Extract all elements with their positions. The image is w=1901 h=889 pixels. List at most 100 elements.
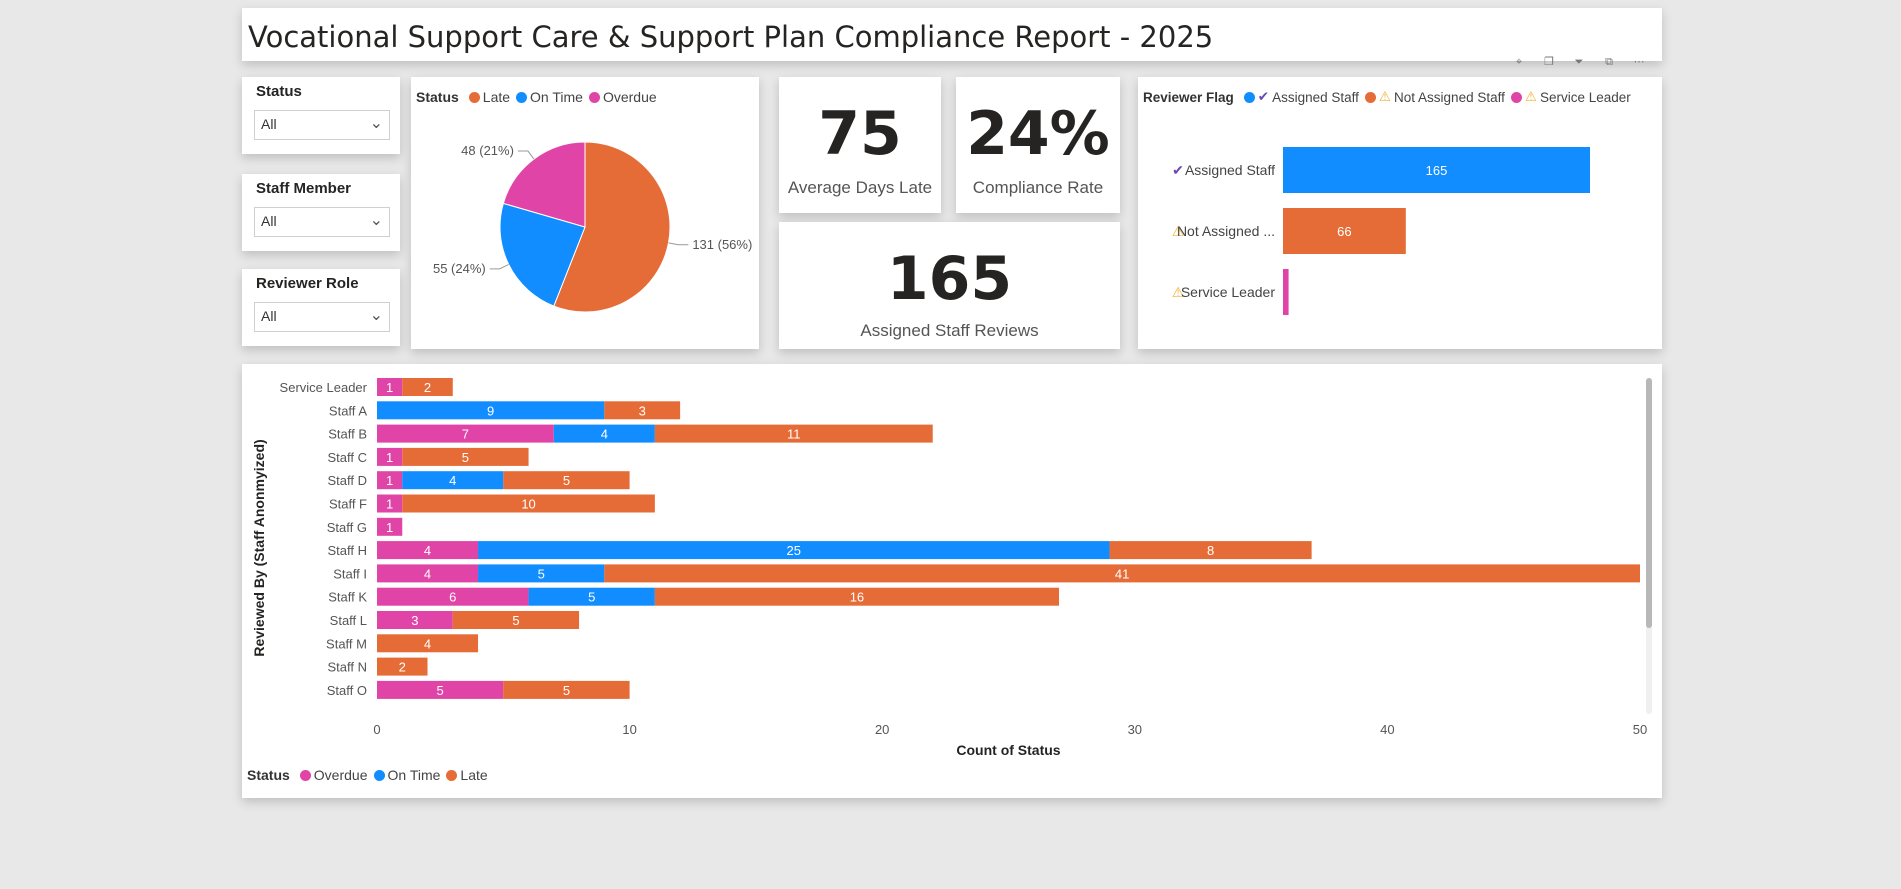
status-dropdown[interactable]: All ⌄ bbox=[254, 110, 390, 140]
legend-label: On Time bbox=[530, 89, 583, 105]
kpi-caption: Average Days Late bbox=[787, 178, 933, 197]
reviewer-role-dropdown[interactable]: All ⌄ bbox=[254, 302, 390, 332]
slicer-reviewer-role: Reviewer Role All ⌄ bbox=[242, 269, 400, 346]
scrollbar-track[interactable] bbox=[1646, 378, 1652, 714]
bar-data-label: 8 bbox=[1207, 543, 1214, 558]
kpi-value: 75 bbox=[818, 99, 902, 169]
filter-icon[interactable]: ⏷ bbox=[1574, 55, 1584, 68]
slicer-label: Status bbox=[256, 83, 302, 100]
bar-data-label: 1 bbox=[386, 520, 393, 535]
bar-data-label: 7 bbox=[462, 427, 469, 442]
bar-data-label: 5 bbox=[538, 566, 545, 581]
pie-legend: Status Late On Time Overdue bbox=[416, 89, 659, 105]
legend-dot bbox=[299, 769, 311, 781]
bar-data-label: 25 bbox=[787, 543, 801, 558]
chevron-down-icon: ⌄ bbox=[369, 210, 383, 229]
stacked-bar-segment[interactable] bbox=[377, 471, 403, 490]
stacked-bar-segment[interactable] bbox=[654, 587, 1060, 606]
legend-dot bbox=[1243, 91, 1255, 103]
status-pie-card: Status Late On Time Overdue 131 (56%) 55 … bbox=[411, 77, 759, 349]
kpi-compliance-rate: 24% Compliance Rate bbox=[956, 77, 1120, 213]
bar-data-label: 4 bbox=[424, 636, 431, 651]
more-icon[interactable]: ⋯ bbox=[1633, 55, 1645, 68]
stacked-bar-segment[interactable] bbox=[377, 447, 403, 466]
stacked-bar-segment[interactable] bbox=[503, 680, 630, 699]
pie-slice[interactable] bbox=[502, 141, 586, 228]
stacked-bar-segment[interactable] bbox=[377, 424, 554, 443]
warning-icon: ⚠ bbox=[1172, 284, 1185, 300]
kpi-caption: Assigned Staff Reviews bbox=[860, 321, 1039, 340]
scrollbar-thumb[interactable] bbox=[1646, 378, 1652, 628]
pie-slice[interactable] bbox=[499, 202, 586, 307]
warning-icon: ⚠ bbox=[1378, 89, 1392, 104]
stacked-bar-segment[interactable] bbox=[377, 378, 403, 396]
copy-icon[interactable]: ❐ bbox=[1544, 55, 1554, 68]
kpi-average-days-late: 75 Average Days Late bbox=[779, 77, 941, 213]
x-tick-label: 10 bbox=[622, 722, 636, 737]
flag-legend: Reviewer Flag ✔ Assigned Staff ⚠ Not Assig… bbox=[1143, 89, 1633, 105]
stacked-bar-segment[interactable] bbox=[377, 401, 605, 420]
stacked-bar-segment[interactable] bbox=[377, 517, 403, 536]
bar-data-label: 6 bbox=[449, 590, 456, 605]
reviewed-by-stacked-bar-card: Service Leader 1 2 Staff A 9 3 Staff B 7 4 11 Staf… bbox=[242, 364, 1662, 798]
pie-data-label: 48 (21%) bbox=[461, 143, 514, 158]
stacked-bar-segment[interactable] bbox=[377, 494, 403, 513]
stacked-bar-segment[interactable] bbox=[377, 657, 428, 676]
slicer-status: Status All ⌄ bbox=[242, 77, 400, 154]
category-label: Staff L bbox=[330, 613, 367, 628]
stacked-bar-segment[interactable] bbox=[402, 378, 453, 396]
flag-bar[interactable] bbox=[1283, 147, 1590, 193]
legend-item-overdue[interactable]: Overdue bbox=[585, 89, 657, 105]
bar-data-label: 4 bbox=[601, 427, 608, 442]
slicer-label: Reviewer Role bbox=[256, 275, 359, 292]
stacked-bar-segment[interactable] bbox=[553, 424, 655, 443]
legend-item-on-time[interactable]: On Time bbox=[370, 767, 440, 783]
legend-item-late[interactable]: Late bbox=[442, 767, 488, 783]
stacked-bar-segment[interactable] bbox=[604, 401, 681, 420]
stacked-bar-segment[interactable] bbox=[503, 471, 630, 490]
stacked-bar-segment[interactable] bbox=[402, 471, 504, 490]
legend-item-assigned-staff[interactable]: ✔ Assigned Staff bbox=[1240, 89, 1359, 105]
stacked-bar-segment[interactable] bbox=[452, 611, 580, 629]
flag-data-label: 66 bbox=[1337, 224, 1351, 239]
stacked-bar-segment[interactable] bbox=[478, 541, 1110, 560]
flag-bar[interactable] bbox=[1283, 269, 1289, 315]
stacked-bar-segment[interactable] bbox=[377, 611, 453, 629]
x-axis-title: Count of Status bbox=[956, 742, 1060, 758]
legend-item-overdue[interactable]: Overdue bbox=[296, 767, 368, 783]
legend-item-service-leader[interactable]: ⚠ Service Leader bbox=[1507, 89, 1631, 105]
stacked-bar-segment[interactable] bbox=[402, 447, 529, 466]
stacked-bar-segment[interactable] bbox=[528, 587, 655, 606]
pin-icon[interactable]: ⌖ bbox=[1515, 55, 1523, 68]
stacked-bar-segment[interactable] bbox=[377, 634, 479, 653]
legend-item-not-assigned-staff[interactable]: ⚠ Not Assigned Staff bbox=[1361, 89, 1505, 105]
bar-data-label: 1 bbox=[386, 380, 393, 395]
flag-data-label: 165 bbox=[1426, 163, 1448, 178]
flag-bar[interactable] bbox=[1283, 208, 1406, 254]
reviewer-flag-card: Reviewer Flag ✔ Assigned Staff ⚠ Not Assig… bbox=[1138, 77, 1662, 349]
focus-icon[interactable]: ⧉ bbox=[1605, 55, 1613, 68]
pie-slice[interactable] bbox=[553, 141, 671, 313]
category-label: Staff M bbox=[326, 636, 367, 651]
pie-data-label: 131 (56%) bbox=[692, 237, 752, 252]
chevron-down-icon: ⌄ bbox=[369, 305, 383, 324]
stacked-bar-segment[interactable] bbox=[478, 564, 605, 583]
stacked-bar-segment[interactable] bbox=[604, 564, 1640, 583]
legend-item-on-time[interactable]: On Time bbox=[512, 89, 583, 105]
stacked-bar-segment[interactable] bbox=[377, 587, 529, 606]
stacked-bar-segment[interactable] bbox=[377, 680, 504, 699]
stacked-bar-segment[interactable] bbox=[377, 541, 479, 560]
stacked-bar-segment[interactable] bbox=[654, 424, 933, 443]
stacked-bar-segment[interactable] bbox=[402, 494, 655, 513]
flag-category-label: Service Leader bbox=[1181, 284, 1276, 300]
legend-title: Status bbox=[247, 767, 290, 783]
legend-dot bbox=[446, 769, 458, 781]
y-axis-title: Reviewed By (Staff Anonmyized) bbox=[251, 439, 267, 656]
category-label: Staff G bbox=[327, 520, 367, 535]
x-tick-label: 50 bbox=[1633, 722, 1647, 737]
legend-item-late[interactable]: Late bbox=[465, 89, 510, 105]
staff-member-dropdown[interactable]: All ⌄ bbox=[254, 207, 390, 237]
kpi-assigned-staff-reviews: 165 Assigned Staff Reviews bbox=[779, 222, 1120, 349]
stacked-bar-segment[interactable] bbox=[377, 564, 479, 583]
stacked-bar-segment[interactable] bbox=[1109, 541, 1312, 560]
